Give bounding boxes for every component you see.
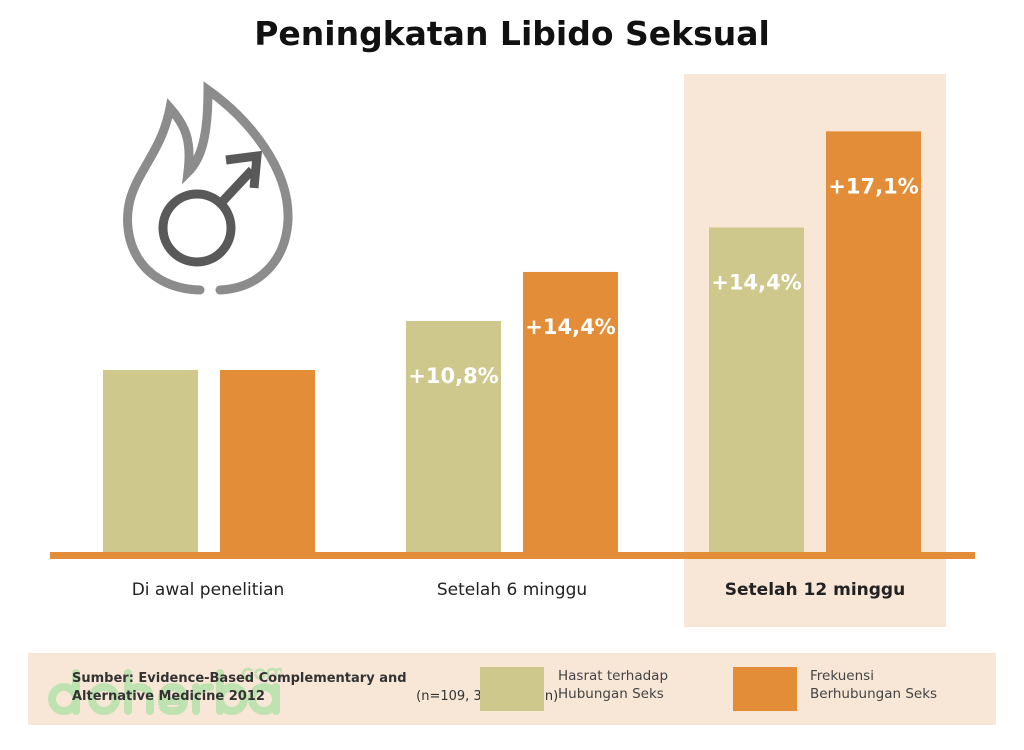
data-label: +17,1% (828, 174, 918, 198)
watermark-logo (48, 667, 282, 716)
chart-title: Peningkatan Libido Seksual (254, 14, 770, 53)
x-axis-line (50, 552, 975, 559)
legend-label: Frekuensi Berhubungan Seks (810, 668, 938, 702)
category-label: Di awal penelitian (131, 580, 285, 600)
data-label: +14,4% (711, 271, 801, 295)
bar (826, 131, 921, 555)
legend-label: Hasrat terhadap Hubungan Seks (558, 668, 669, 702)
legend-swatch-green (480, 667, 544, 711)
bar (523, 271, 618, 555)
legend-panel: Sumber: Evidence-Based Complementary and… (28, 653, 996, 725)
bar (220, 370, 315, 555)
bar (103, 370, 198, 555)
bar (406, 320, 501, 555)
bar (709, 227, 804, 556)
category-label: Setelah 6 minggu (436, 580, 588, 600)
data-label: +14,4% (525, 315, 615, 339)
legend-swatch-orange (733, 667, 797, 711)
category-label-highlighted: Setelah 12 minggu (724, 580, 906, 600)
data-label: +10,8% (408, 364, 498, 388)
flame-male-symbol-icon (123, 81, 293, 295)
